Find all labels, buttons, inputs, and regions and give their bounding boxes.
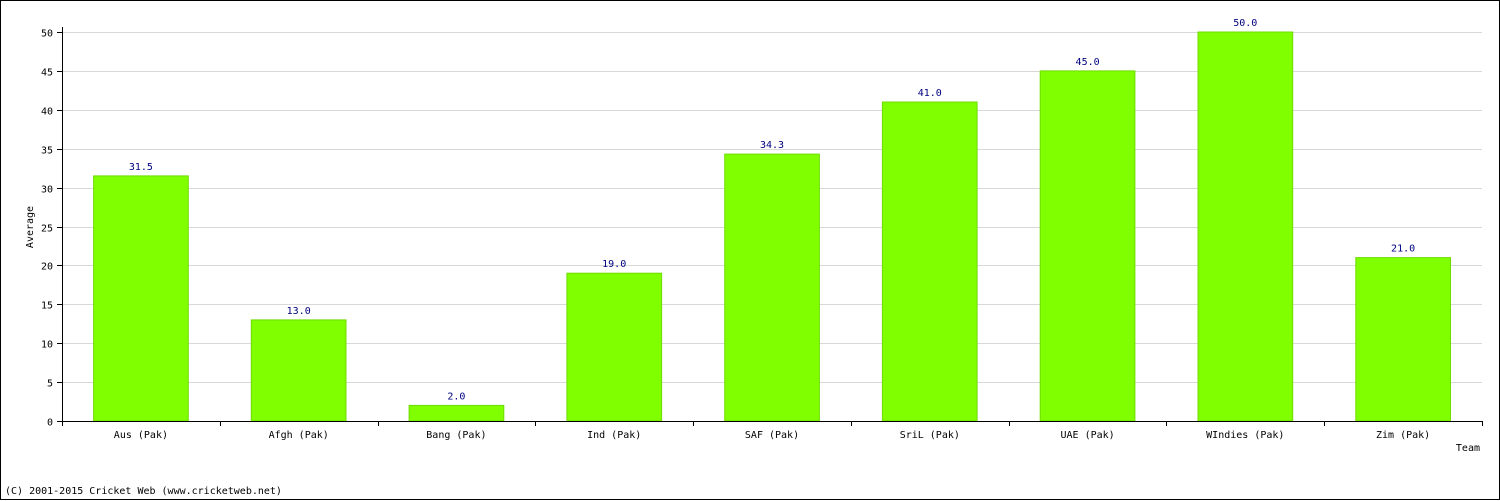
bar — [1197, 31, 1294, 422]
bar — [1355, 257, 1452, 422]
bar — [1039, 70, 1136, 422]
y-tick-label: 0 — [47, 418, 53, 429]
bar-value-label: 34.3 — [760, 140, 784, 151]
x-tick-label: Afgh (Pak) — [269, 430, 329, 441]
bars — [93, 31, 1452, 422]
y-tick-label: 15 — [41, 301, 53, 312]
y-tick-label: 5 — [47, 379, 53, 390]
y-tick-label: 50 — [41, 29, 53, 40]
y-tick-label: 45 — [41, 68, 53, 79]
copyright-footer: (C) 2001-2015 Cricket Web (www.cricketwe… — [5, 486, 282, 497]
y-tick-label: 35 — [41, 146, 53, 157]
bar-value-label: 41.0 — [918, 88, 942, 99]
bar-value-label: 31.5 — [129, 162, 153, 173]
x-axis-label: Team — [1456, 443, 1480, 454]
x-tick-label: Ind (Pak) — [587, 430, 641, 441]
bar-value-label: 45.0 — [1076, 57, 1100, 68]
x-tick-label: WIndies (Pak) — [1206, 430, 1284, 441]
labels: 0 5 10 15 20 25 30 35 40 45 50 31.5 Aus (Pak) 13.0 Afg… — [41, 18, 1430, 441]
bar — [566, 272, 663, 422]
bar — [408, 404, 505, 422]
x-tick-label: SriL (Pak) — [900, 430, 960, 441]
x-tick-label: Bang (Pak) — [426, 430, 486, 441]
y-tick-label: 20 — [41, 262, 53, 273]
y-tick-label: 30 — [41, 185, 53, 196]
bar-value-label: 19.0 — [602, 259, 626, 270]
x-tick-label: Zim (Pak) — [1376, 430, 1430, 441]
y-axis-label: Average — [25, 206, 36, 248]
axes — [57, 27, 1483, 426]
x-tick-label: SAF (Pak) — [745, 430, 799, 441]
bar-value-label: 21.0 — [1391, 244, 1415, 255]
bar — [250, 319, 347, 422]
bar-value-label: 13.0 — [287, 306, 311, 317]
bar-value-label: 50.0 — [1233, 18, 1257, 29]
y-tick-label: 40 — [41, 107, 53, 118]
y-tick-label: 10 — [41, 340, 53, 351]
bar — [881, 101, 978, 422]
bar-value-label: 2.0 — [447, 391, 465, 402]
bar — [724, 153, 820, 422]
y-tick-label: 25 — [41, 224, 53, 235]
x-tick-label: UAE (Pak) — [1061, 430, 1115, 441]
bar — [93, 175, 189, 422]
x-tick-label: Aus (Pak) — [114, 430, 168, 441]
